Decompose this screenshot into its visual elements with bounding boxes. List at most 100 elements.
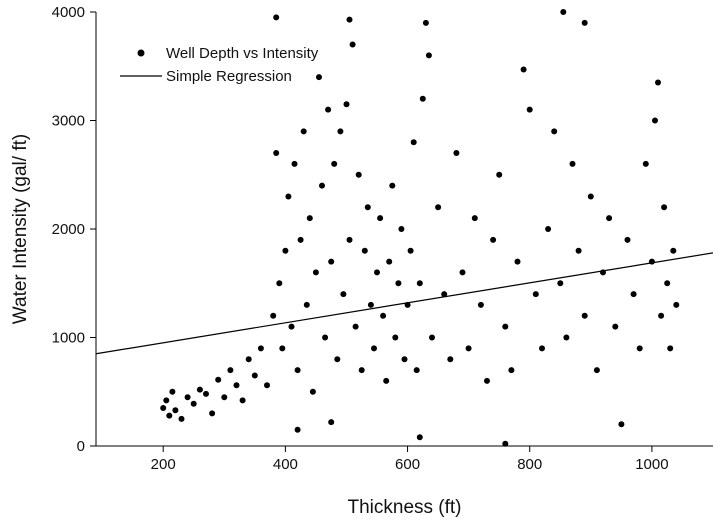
data-point (386, 258, 393, 265)
data-point (300, 128, 307, 135)
data-point (264, 382, 270, 389)
data-point (560, 9, 567, 15)
data-point (273, 150, 280, 156)
data-point (673, 301, 680, 308)
data-point (422, 19, 429, 26)
data-point (532, 291, 539, 298)
regression-line (95, 252, 713, 355)
data-point (398, 226, 405, 232)
data-point (349, 41, 356, 48)
data-point (361, 247, 368, 254)
data-point (514, 258, 521, 265)
data-point (606, 215, 613, 222)
data-point (551, 128, 558, 135)
data-point (539, 345, 545, 352)
data-point (306, 215, 313, 222)
x-tick-label: 800 (517, 456, 542, 473)
y-tick-label: 4000 (52, 4, 85, 21)
x-axis-title: Thickness (ft) (347, 497, 461, 518)
data-point (270, 312, 277, 319)
data-point (441, 291, 448, 298)
data-point (285, 193, 292, 200)
data-point (196, 386, 203, 393)
data-point (425, 52, 432, 59)
data-point (209, 410, 216, 417)
data-point (340, 291, 347, 298)
data-point (233, 382, 240, 389)
data-point (221, 394, 228, 401)
data-point (667, 345, 674, 352)
data-point (465, 345, 472, 352)
data-point (297, 236, 304, 243)
data-point (316, 74, 322, 81)
data-point (490, 236, 497, 243)
data-point (334, 356, 341, 363)
data-point (328, 419, 335, 426)
data-point (172, 407, 179, 414)
data-point (367, 301, 374, 308)
data-point (496, 171, 503, 178)
data-point (312, 269, 319, 276)
data-point (291, 160, 298, 167)
data-point (282, 247, 289, 254)
data-point (642, 160, 649, 167)
legend-label-scatter: Well Depth vs Intensity (166, 45, 319, 62)
data-point (343, 101, 350, 108)
data-point (294, 367, 301, 374)
data-point (569, 160, 576, 167)
data-point (328, 258, 335, 265)
data-point (389, 182, 396, 189)
data-point (276, 280, 283, 287)
legend-label-line: Simple Regression (166, 68, 292, 85)
data-point (166, 412, 173, 419)
data-point (413, 367, 420, 374)
data-point (520, 66, 527, 73)
data-point (477, 301, 484, 308)
data-point (273, 14, 280, 21)
x-tick-label: 1000 (635, 456, 668, 473)
data-point (612, 323, 619, 330)
data-point (374, 269, 380, 276)
data-point (557, 280, 564, 287)
data-point (484, 377, 490, 384)
data-point (401, 356, 408, 363)
data-point (630, 291, 637, 298)
axes-layer: 200 400 600 800 1000 0 1000 2000 3000 4000 Thickne… (10, 4, 713, 518)
data-point (251, 372, 258, 379)
data-point (346, 16, 353, 23)
data-point (160, 405, 167, 411)
data-point (190, 400, 197, 407)
data-point (257, 345, 264, 352)
data-point (279, 345, 286, 352)
data-point (395, 280, 402, 287)
x-tick-label: 200 (151, 456, 176, 473)
data-point (618, 421, 625, 428)
y-tick-label: 2000 (52, 221, 85, 238)
data-point (355, 171, 362, 178)
regression-layer (95, 252, 713, 355)
data-point (593, 367, 600, 374)
data-point (526, 106, 533, 113)
data-point (407, 247, 414, 254)
data-point (239, 397, 246, 404)
data-point (380, 312, 387, 319)
data-point (309, 388, 316, 395)
data-point (303, 301, 310, 308)
data-point (502, 323, 509, 330)
data-point (575, 247, 582, 254)
data-point (203, 390, 209, 397)
data-point (447, 356, 454, 363)
data-point (358, 367, 365, 374)
y-axis-title: Water Intensity (gal/ ft) (10, 134, 31, 324)
x-tick-label: 600 (395, 456, 420, 473)
data-point (377, 215, 384, 222)
data-point (636, 345, 643, 352)
data-point (624, 236, 631, 243)
data-point (392, 334, 399, 341)
data-point (371, 345, 377, 352)
data-point (163, 397, 170, 404)
data-point (664, 280, 671, 287)
data-point (658, 312, 665, 319)
